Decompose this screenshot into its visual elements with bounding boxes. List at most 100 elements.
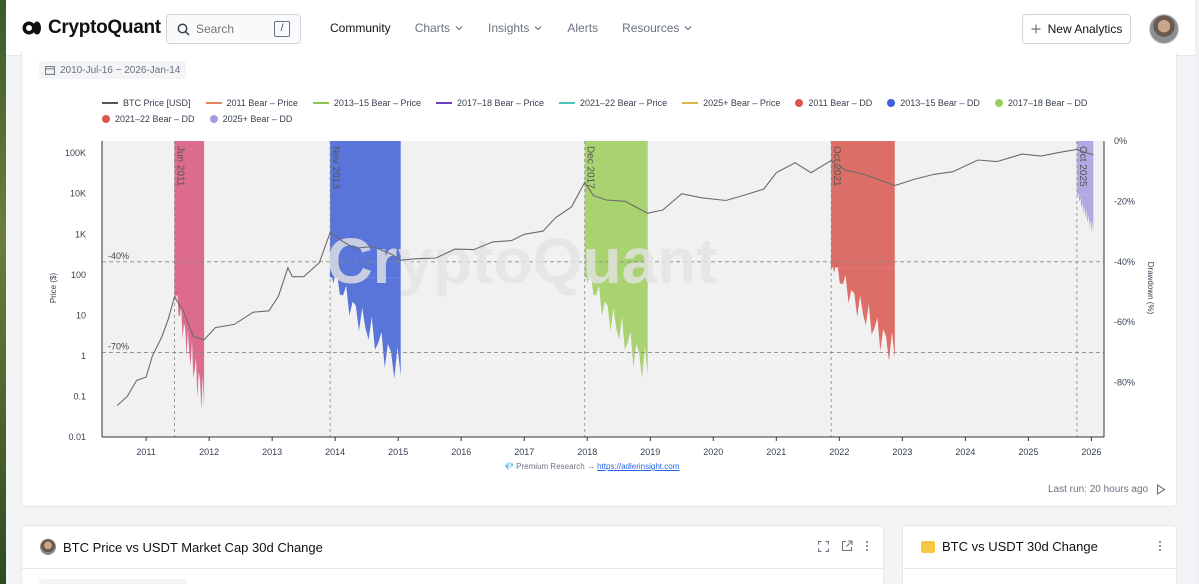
last-run-text: Last run: 20 hours ago [1048, 484, 1149, 495]
legend-line-swatch [435, 102, 452, 104]
legend-line-swatch [312, 102, 329, 104]
y-left-tick-label: 0.01 [68, 432, 86, 442]
search-input[interactable] [196, 22, 266, 36]
legend-label: 2017–18 Bear – DD [1007, 98, 1088, 108]
nav-charts[interactable]: Charts [415, 21, 464, 35]
legend-item[interactable]: 2021–22 Bear – DD [102, 113, 195, 125]
x-tick-label: 2014 [325, 447, 345, 457]
calendar-icon [45, 66, 55, 75]
legend-label: 2025+ Bear – DD [222, 114, 293, 124]
chevron-down-icon [685, 26, 692, 31]
legend-dot-swatch [887, 99, 896, 107]
legend-item[interactable]: 2021–22 Bear – Price [559, 97, 667, 109]
nav-community-label: Community [330, 21, 391, 35]
legend-item[interactable]: BTC Price [USD] [102, 97, 191, 109]
nav-alerts-label: Alerts [567, 21, 599, 35]
nav-resources[interactable]: Resources [622, 21, 693, 35]
reference-lines: -40% -70% [102, 251, 1104, 353]
nav-insights[interactable]: Insights [488, 21, 543, 35]
card-title: BTC vs USDT 30d Change [921, 539, 1098, 554]
legend-label: 2017–18 Bear – Price [456, 98, 545, 108]
date-range-text: 2010-Jul-16 ~ 2026-Jan-14 [60, 64, 181, 76]
drawdown-area [1076, 189, 1094, 234]
y-axis-right-title: Drawdown (%) [1146, 262, 1155, 315]
x-tick-label: 2016 [451, 447, 471, 457]
external-link-icon[interactable] [841, 540, 853, 552]
y-left-tick-label: 100K [65, 148, 86, 158]
x-tick-label: 2012 [199, 447, 219, 457]
logo[interactable]: CryptoQuant [22, 17, 161, 39]
legend-item[interactable]: 2011 Bear – Price [205, 97, 298, 109]
x-tick-label: 2023 [892, 447, 912, 457]
legend-label: 2021–22 Bear – Price [580, 98, 668, 108]
y-right-tick-label: -40% [1114, 257, 1135, 267]
chart-axes: 100K 10K 1K 100 10 1 0.1 0.01 0% -20% -40% -60% -80%… [65, 136, 1135, 457]
bear-market-bands [174, 141, 1094, 437]
dashboard-card[interactable]: BTC vs USDT 30d Change [902, 525, 1177, 584]
y-left-tick-label: 1K [75, 229, 86, 239]
drawdown-area [584, 266, 648, 379]
event-label: Oct 2021 [831, 146, 842, 187]
folder-icon [921, 540, 935, 553]
source-note-text: 💎 Premium Research → [504, 462, 598, 471]
legend-line-swatch [559, 102, 576, 104]
x-tick-label: 2015 [388, 447, 408, 457]
bear-band [831, 141, 895, 268]
legend-item[interactable]: 2017–18 Bear – DD [994, 97, 1088, 109]
new-analytics-button[interactable]: New Analytics [1022, 14, 1131, 44]
drawdown-area [174, 283, 205, 411]
event-label: Jun 2011 [175, 146, 186, 187]
legend-item[interactable]: 2011 Bear – DD [795, 97, 872, 109]
cryptoquant-logo-icon [22, 21, 41, 35]
author-avatar [40, 539, 56, 555]
nav-community[interactable]: Community [330, 21, 391, 35]
drawdown-area [831, 257, 895, 362]
card-title-text: BTC vs USDT 30d Change [942, 539, 1098, 554]
user-avatar[interactable] [1149, 14, 1179, 44]
source-link[interactable]: https://adlerinsight.com [597, 462, 680, 471]
legend-dot-swatch [102, 115, 110, 123]
x-tick-label: 2024 [955, 447, 975, 457]
legend-label: 2021–22 Bear – DD [115, 114, 195, 124]
card-date-tag [39, 579, 187, 584]
expand-icon[interactable] [818, 540, 829, 552]
source-note: 💎 Premium Research → https://adlerinsigh… [504, 462, 679, 471]
y-right-tick-label: 0% [1114, 136, 1127, 146]
main-nav: Community Charts Insights Alerts Resourc… [330, 21, 717, 35]
x-tick-label: 2025 [1018, 447, 1038, 457]
reference-line-label: -40% [108, 251, 129, 261]
legend-dot-swatch [795, 99, 804, 107]
nav-insights-label: Insights [488, 21, 530, 35]
bear-band [330, 141, 401, 278]
legend-line-swatch [682, 102, 699, 104]
legend-item[interactable]: 2025+ Bear – DD [209, 113, 293, 125]
legend-item[interactable]: 2025+ Bear – Price [682, 97, 780, 109]
more-options-icon[interactable] [865, 540, 869, 552]
date-range-picker[interactable]: 2010-Jul-16 ~ 2026-Jan-14 [39, 61, 187, 79]
plus-icon [1031, 24, 1041, 34]
legend-label: 2025+ Bear – Price [703, 98, 781, 108]
card-actions [1158, 540, 1162, 552]
legend-line-swatch [102, 102, 118, 104]
play-icon[interactable] [1156, 484, 1166, 495]
chevron-down-icon [534, 26, 542, 31]
more-options-icon[interactable] [1158, 540, 1162, 552]
card-actions [818, 540, 869, 552]
legend-item[interactable]: 2013–15 Bear – DD [887, 97, 980, 109]
chart-legend: BTC Price [USD] 2011 Bear – Price 2013–15 … [102, 97, 1112, 125]
search-box[interactable]: / [166, 14, 301, 44]
search-shortcut-key: / [274, 21, 290, 37]
legend-item[interactable]: 2017–18 Bear – Price [435, 97, 545, 109]
card-title: BTC Price vs USDT Market Cap 30d Change [40, 539, 323, 555]
bear-band [1076, 141, 1094, 195]
top-nav-bar: CryptoQuant / Community Charts Insights … [6, 0, 1195, 56]
legend-item[interactable]: 2013–15 Bear – Price [312, 97, 421, 109]
card-divider [22, 568, 883, 569]
card-divider [903, 568, 1176, 569]
y-right-tick-label: -20% [1114, 196, 1135, 206]
btc-price-series [116, 148, 1094, 406]
nav-alerts[interactable]: Alerts [567, 21, 598, 35]
y-left-tick-label: 0.1 [73, 391, 86, 401]
dashboard-card[interactable]: BTC Price vs USDT Market Cap 30d Change [21, 525, 884, 584]
event-label: Dec 2017 [585, 146, 596, 189]
